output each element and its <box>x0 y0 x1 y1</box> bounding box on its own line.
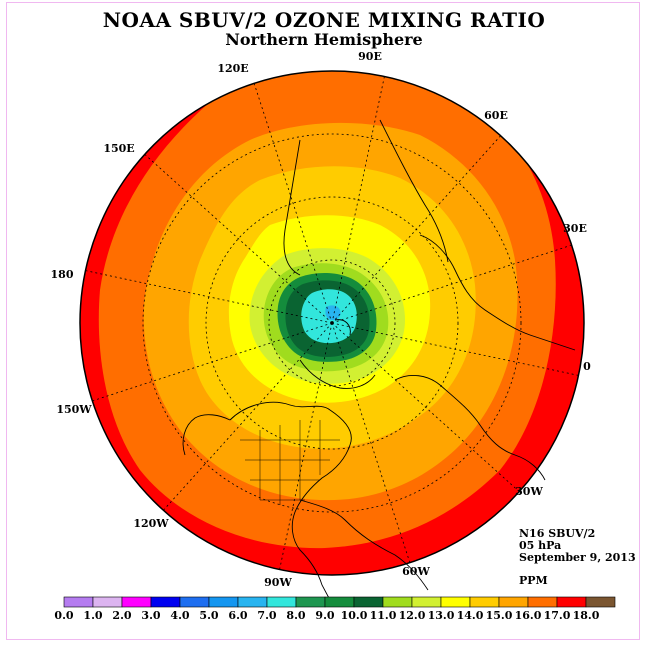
east-asia-coast <box>283 139 301 276</box>
lon-label-90e: 90E <box>358 50 382 63</box>
colorbar-tick-label: 7.0 <box>257 609 276 622</box>
latitude-circle <box>205 196 459 450</box>
colorbar-swatch <box>179 596 210 608</box>
colorbar-swatch <box>382 596 413 608</box>
date-label: September 9, 2013 <box>519 551 636 564</box>
coastlines <box>182 119 576 601</box>
colorbar-swatch <box>411 596 442 608</box>
meridian-line <box>331 244 572 324</box>
meridian-line <box>331 135 501 324</box>
lon-label-0: 0 <box>583 360 591 373</box>
colorbar-tick-label: 6.0 <box>228 609 247 622</box>
colorbar-swatch <box>353 596 384 608</box>
us-state-borders <box>240 420 340 505</box>
meridian-line <box>279 322 333 570</box>
lon-label-180: 180 <box>51 268 74 281</box>
europe-africa-coast <box>394 374 546 481</box>
colorbar-swatch <box>498 596 529 608</box>
greenland-coast <box>299 359 376 389</box>
lon-label-150w: 150W <box>56 403 92 416</box>
meridian-line <box>85 270 333 324</box>
colorbar-swatch <box>266 596 297 608</box>
central-america-coast <box>299 499 429 591</box>
colorbar-swatch <box>237 596 268 608</box>
colorbar-tick-label: 4.0 <box>170 609 189 622</box>
longitude-labels: 90E 60E 30E 0 30W 60W 90W 120W 150W 180 … <box>51 50 592 589</box>
colorbar-swatch <box>324 596 355 608</box>
meridian-line <box>253 83 333 324</box>
colorbar-tick-label: 15.0 <box>486 609 513 622</box>
figure-frame <box>6 2 640 640</box>
colorbar-tick-label: 2.0 <box>112 609 131 622</box>
colorbar-swatch <box>121 596 152 608</box>
north-america-coast <box>229 401 352 601</box>
meridian-line <box>331 76 385 324</box>
colorbar-tick-label: 9.0 <box>315 609 334 622</box>
satellite-label: N16 SBUV/2 <box>519 527 596 540</box>
colorbar-tick-label: 17.0 <box>544 609 571 622</box>
colorbar-tick-label: 12.0 <box>399 609 426 622</box>
meridian-line <box>331 322 520 492</box>
colorbar-tick-label: 18.0 <box>573 609 600 622</box>
colorbar-swatch <box>556 596 587 608</box>
band-7 <box>325 305 341 320</box>
colorbar-tick-label: 8.0 <box>286 609 305 622</box>
arctic-island-coast <box>334 319 351 336</box>
colorbar-swatch <box>150 596 181 608</box>
lon-label-60w: 60W <box>402 565 430 578</box>
alaska-coast <box>182 414 231 456</box>
colorbar <box>63 596 616 608</box>
colorbar-tick-label: 14.0 <box>457 609 484 622</box>
colorbar-swatch <box>469 596 500 608</box>
colorbar-tick-label: 16.0 <box>515 609 542 622</box>
lon-label-90w: 90W <box>264 576 292 589</box>
map-title: NOAA SBUV/2 OZONE MIXING RATIO <box>102 8 546 32</box>
colorbar-swatch <box>527 596 558 608</box>
pressure-level-label: 05 hPa <box>519 539 562 552</box>
lon-label-30e: 30E <box>563 222 587 235</box>
colorbar-tick-label: 1.0 <box>83 609 102 622</box>
units-label: PPM <box>519 574 548 587</box>
colorbar-swatch <box>440 596 471 608</box>
ozone-field <box>80 71 584 575</box>
colorbar-tick-label: 10.0 <box>341 609 368 622</box>
meridian-line <box>144 154 333 324</box>
latitude-circle <box>142 133 522 513</box>
colorbar-swatch <box>63 596 94 608</box>
colorbar-tick-label: 13.0 <box>428 609 455 622</box>
colorbar-tick-label: 11.0 <box>370 609 397 622</box>
lon-label-120w: 120W <box>133 517 169 530</box>
lon-label-60e: 60E <box>484 109 508 122</box>
map-subtitle: Northern Hemisphere <box>225 30 423 49</box>
colorbar-swatch <box>92 596 123 608</box>
colorbar-tick-label: 3.0 <box>141 609 160 622</box>
colorbar-tick-label: 5.0 <box>199 609 218 622</box>
meridian-line <box>92 322 333 402</box>
state-grid <box>240 420 340 505</box>
meridian-line <box>331 322 579 376</box>
latitude-circle <box>268 259 396 387</box>
colorbar-tick-label: 0.0 <box>54 609 73 622</box>
lon-label-120e: 120E <box>217 62 248 75</box>
colorbar-swatch <box>295 596 326 608</box>
lon-label-30w: 30W <box>515 485 543 498</box>
colorbar-labels: 0.0 1.0 2.0 3.0 4.0 5.0 6.0 7.0 8.0 9.0 10.0 11.0 12… <box>54 609 599 622</box>
meridian-line <box>331 322 411 563</box>
graticule <box>85 76 579 570</box>
colorbar-swatch <box>585 596 616 608</box>
map-boundary <box>79 70 585 576</box>
colorbar-swatch <box>208 596 239 608</box>
lon-label-150e: 150E <box>103 142 134 155</box>
meridian-line <box>163 322 333 511</box>
